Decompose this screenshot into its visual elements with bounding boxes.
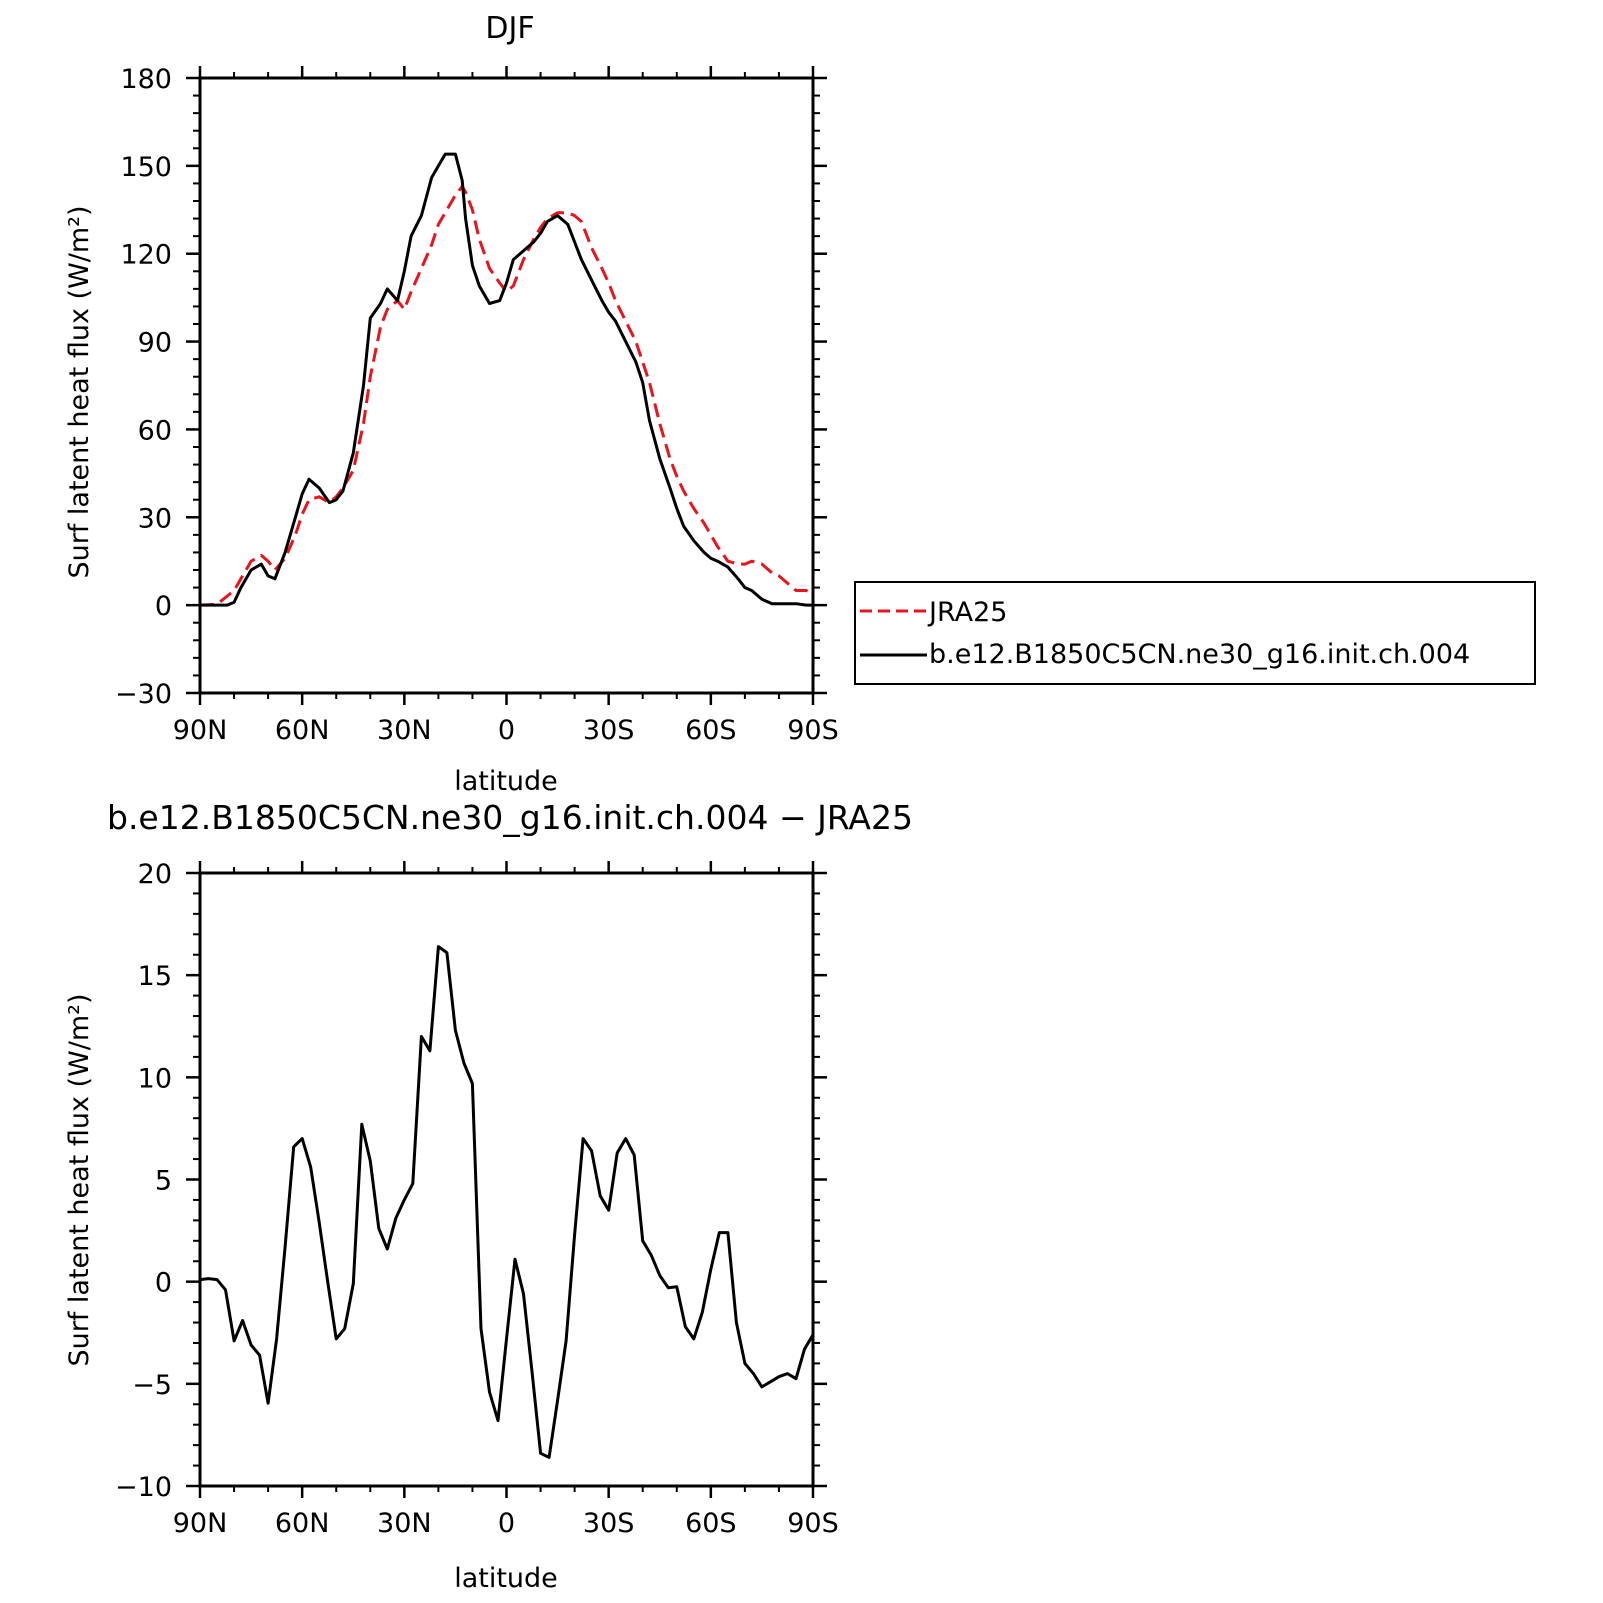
bottom-x-tick-label: 30S <box>583 1508 635 1539</box>
bottom-x-tick-label: 0 <box>498 1508 515 1539</box>
top-y-tick-label: 60 <box>138 415 172 446</box>
top-y-tick-label: 150 <box>120 152 172 183</box>
bottom-x-axis-label: latitude <box>454 1563 558 1594</box>
bottom-x-tick-label: 90N <box>173 1508 228 1539</box>
bottom-y-tick-label: −10 <box>115 1472 172 1503</box>
top-y-tick-label: 120 <box>120 240 172 271</box>
top-x-tick-label: 90S <box>787 715 839 746</box>
top-y-tick-label: 180 <box>120 64 172 95</box>
top-series-line-model <box>200 152 813 607</box>
bottom-y-tick-label: 10 <box>138 1063 172 1094</box>
top-x-tick-label: 30S <box>583 715 635 746</box>
top-x-axis-label: latitude <box>454 766 558 797</box>
top-x-tick-label: 60N <box>275 715 330 746</box>
bottom-marks-layer <box>199 945 815 1459</box>
top-chart-title: DJF <box>485 11 534 46</box>
bottom-x-tick-label: 60N <box>275 1508 330 1539</box>
top-plot-frame <box>198 76 815 695</box>
legend-label-model: b.e12.B1850C5CN.ne30_g16.init.ch.004 <box>929 639 1470 670</box>
bottom-y-tick-label: 15 <box>138 961 172 992</box>
bottom-y-tick-label: 5 <box>155 1166 172 1197</box>
bottom-series-line-difference <box>199 945 815 1459</box>
bottom-y-tick-label: 20 <box>138 859 172 890</box>
legend-box <box>854 581 1536 685</box>
bottom-y-tick-label: −5 <box>132 1370 172 1401</box>
top-y-axis-label: Surf latent heat flux (W/m²) <box>64 205 95 578</box>
top-marks-layer <box>199 152 814 607</box>
top-x-tick-label: 30N <box>377 715 432 746</box>
bottom-chart-title: b.e12.B1850C5CN.ne30_g16.init.ch.004 − J… <box>107 798 913 837</box>
top-panel: DJF 90N 60N 30N 0 30S 60S 90S −30 0 30 60 90 120 150 1… <box>64 11 839 797</box>
legend: JRA25 b.e12.B1850C5CN.ne30_g16.init.ch.0… <box>854 581 1536 685</box>
bottom-y-tick-label: 0 <box>155 1268 172 1299</box>
bottom-panel: b.e12.B1850C5CN.ne30_g16.init.ch.004 − J… <box>64 798 913 1594</box>
top-ticks-layer: 90N 60N 30N 0 30S 60S 90S −30 0 30 60 90 120 150 180 <box>115 64 839 746</box>
top-y-tick-label: −30 <box>115 679 172 710</box>
bottom-y-axis-label: Surf latent heat flux (W/m²) <box>64 993 95 1366</box>
legend-label-jra25: JRA25 <box>927 597 1007 628</box>
bottom-x-tick-label: 60S <box>685 1508 737 1539</box>
bottom-ticks-layer: 90N 60N 30N 0 30S 60S 90S −10 −5 0 5 10 15 20 <box>115 859 839 1539</box>
bottom-x-tick-label: 90S <box>787 1508 839 1539</box>
top-y-tick-label: 90 <box>138 328 172 359</box>
top-y-tick-label: 30 <box>138 503 172 534</box>
top-x-tick-label: 90N <box>173 715 228 746</box>
top-series-line-jra25 <box>199 184 814 607</box>
bottom-x-tick-label: 30N <box>377 1508 432 1539</box>
top-x-tick-label: 60S <box>685 715 737 746</box>
top-x-tick-label: 0 <box>498 715 515 746</box>
top-y-tick-label: 0 <box>155 591 172 622</box>
